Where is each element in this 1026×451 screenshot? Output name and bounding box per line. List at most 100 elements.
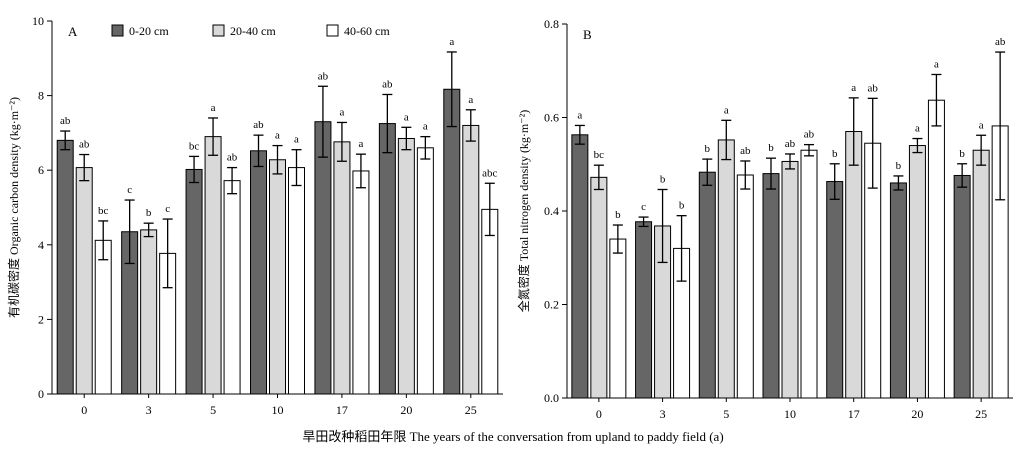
significance-label: b [896,160,902,172]
bar [590,176,608,399]
error-bar [124,199,135,265]
error-bar [702,158,713,186]
significance-label: a [979,119,984,131]
y-tick-label: 0.2 [544,298,559,312]
bar [269,159,286,395]
bar [781,160,799,399]
y-axis-label: 全氮密度 Total nitrogen density (kg·m⁻²) [516,110,531,312]
significance-label: a [423,121,428,133]
legend: 0-20 cm 20-40 cm 40-60 cm [111,24,390,38]
bar [288,167,305,395]
bar [953,174,971,399]
x-tick-label: 3 [660,407,666,421]
y-axis-label: 有机碳密度 Organic carbon density (kg·m⁻²) [6,97,21,318]
significance-label: a [211,102,216,114]
bar [845,131,863,399]
bar [140,229,158,395]
error-bar [740,160,751,190]
x-axis-label: 旱田改种稻田年限 The years of the conversation f… [302,429,723,444]
significance-label: ab [804,129,815,141]
bar [462,124,480,395]
error-bar [465,109,476,142]
error-bar [401,126,412,151]
error-bar [931,73,942,127]
error-bar [867,97,878,189]
error-bar [336,121,347,162]
error-bar [98,220,109,261]
significance-label: b [679,200,685,212]
bar [571,134,589,399]
error-bar [848,97,859,166]
significance-label: a [915,123,920,135]
legend-swatch [111,24,124,37]
significance-label: a [724,104,729,116]
x-tick-label: 17 [848,407,860,421]
bar [250,150,267,395]
bar [185,168,203,395]
error-bar [957,163,968,188]
significance-label: c [165,203,170,215]
bar [416,147,434,395]
error-bar [804,143,814,157]
error-bar [446,51,457,128]
y-tick-label: 4 [38,238,44,252]
panel-label: A [68,24,78,39]
error-bar [484,182,495,237]
significance-label: abc [482,167,497,179]
error-bar [912,137,923,154]
error-bar [60,130,71,151]
significance-label: a [934,58,939,70]
error-bar [227,166,238,195]
x-tick-label: 3 [146,403,152,417]
error-bar [355,153,366,189]
bar [352,170,370,395]
significance-label: b [705,143,711,155]
panel-b: 0.0 0.2 0.4 0.6 0.8 B 全氮密度 Total nitrogen dens… [516,17,1013,421]
significance-label: a [449,36,454,48]
error-bar [143,222,154,238]
error-bar [291,149,302,187]
bar [762,173,780,399]
error-bar [721,119,732,161]
significance-label: ab [785,138,796,150]
bar [927,99,945,399]
bar [378,123,396,395]
error-bar [638,216,649,228]
significance-label: ab [253,119,264,131]
significance-label: b [146,207,152,219]
error-bar [420,135,431,160]
significance-label: ab [318,70,329,82]
legend-item: 20-40 cm [212,24,276,38]
x-tick-label: 17 [336,403,348,417]
significance-label: b [660,173,666,185]
y-tick-label: 10 [32,14,44,28]
error-bar [657,188,668,264]
significance-label: a [404,111,409,123]
bar [443,88,461,395]
error-bar [79,153,90,182]
significance-label: b [832,148,838,160]
y-tick-label: 0 [38,387,44,401]
x-tick-label: 0 [596,407,602,421]
significance-label: bc [189,140,200,152]
x-tick-label: 5 [723,407,729,421]
bar [481,208,499,395]
significance-label: ab [60,115,71,127]
bar [800,149,818,399]
bar [972,149,990,399]
significance-label: c [641,201,646,213]
significance-label: ab [79,139,90,151]
x-tick-label: 25 [465,403,477,417]
x-tick-label: 20 [400,403,412,417]
error-bar [189,155,200,184]
significance-label: ab [227,152,238,164]
significance-label: b [959,148,965,160]
bar [908,145,926,399]
error-bar [317,85,328,158]
legend-swatch [212,24,225,37]
significance-label: bc [594,149,605,161]
panel-a: 0 2 4 6 8 10 A 有机碳密度 Organic carbon density (kg… [6,14,503,417]
y-tick-label: 0.6 [544,111,559,125]
significance-label: a [358,138,363,150]
error-bar [893,175,904,191]
